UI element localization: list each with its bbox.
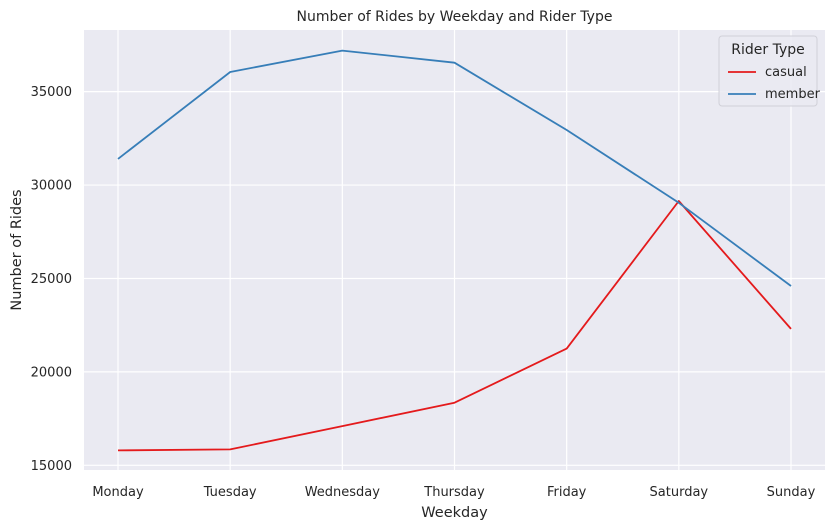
x-tick-labels: Monday Tuesday Wednesday Thursday Friday Satu…	[92, 485, 815, 500]
legend-title: Rider Type	[731, 42, 804, 58]
x-tick-label: Saturday	[650, 485, 709, 500]
x-tick-label: Tuesday	[203, 485, 257, 500]
legend-items: casual member	[728, 65, 821, 102]
x-axis-label: Weekday	[421, 505, 488, 521]
gridlines	[84, 30, 825, 470]
x-tick-label: Monday	[92, 485, 144, 500]
chart-title: Number of Rides by Weekday and Rider Typ…	[297, 9, 613, 25]
x-tick-label: Sunday	[767, 485, 816, 500]
y-tick-label: 30000	[31, 179, 72, 194]
y-tick-label: 25000	[31, 272, 72, 287]
y-tick-label: 15000	[31, 459, 72, 474]
series-line-member	[117, 49, 792, 287]
y-tick-label: 35000	[31, 85, 72, 100]
x-tick-label: Thursday	[423, 485, 485, 500]
series-line-casual	[117, 200, 792, 452]
legend-label-casual: casual	[765, 65, 807, 80]
series-lines	[117, 49, 792, 452]
legend: Rider Type casual member	[718, 35, 821, 107]
y-tick-label: 20000	[31, 365, 72, 380]
x-tick-label: Friday	[547, 485, 587, 500]
legend-label-member: member	[765, 87, 821, 102]
y-tick-labels: 15000 20000 25000 30000 35000	[31, 85, 72, 474]
y-axis-label: Number of Rides	[9, 189, 25, 310]
x-tick-label: Wednesday	[305, 485, 381, 500]
legend-box	[718, 35, 818, 107]
